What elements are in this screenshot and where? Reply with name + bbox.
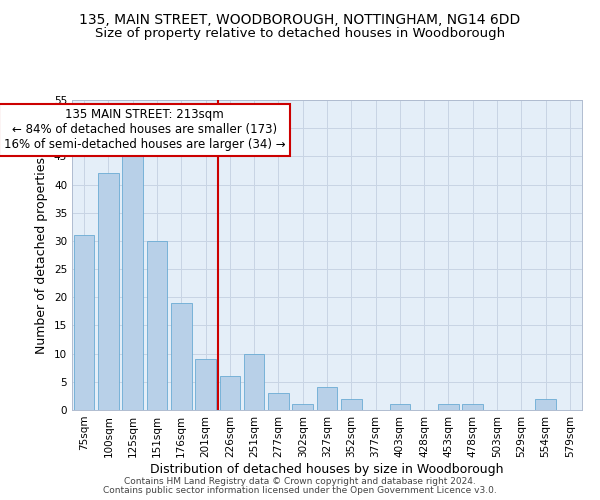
Bar [317,388,337,410]
Bar [341,398,362,410]
Text: Size of property relative to detached houses in Woodborough: Size of property relative to detached ho… [95,28,505,40]
Bar [389,404,410,410]
Bar [122,156,143,410]
Y-axis label: Number of detached properties: Number of detached properties [35,156,49,354]
Bar [292,404,313,410]
Text: Contains public sector information licensed under the Open Government Licence v3: Contains public sector information licen… [103,486,497,495]
Text: 135, MAIN STREET, WOODBOROUGH, NOTTINGHAM, NG14 6DD: 135, MAIN STREET, WOODBOROUGH, NOTTINGHA… [79,12,521,26]
Bar [244,354,265,410]
Bar [438,404,459,410]
Bar [195,360,216,410]
X-axis label: Distribution of detached houses by size in Woodborough: Distribution of detached houses by size … [150,462,504,475]
Bar [220,376,240,410]
Text: Contains HM Land Registry data © Crown copyright and database right 2024.: Contains HM Land Registry data © Crown c… [124,477,476,486]
Bar [74,236,94,410]
Bar [463,404,483,410]
Bar [535,398,556,410]
Bar [146,241,167,410]
Bar [98,174,119,410]
Bar [268,393,289,410]
Text: 135 MAIN STREET: 213sqm
← 84% of detached houses are smaller (173)
16% of semi-d: 135 MAIN STREET: 213sqm ← 84% of detache… [4,108,286,152]
Bar [171,303,191,410]
